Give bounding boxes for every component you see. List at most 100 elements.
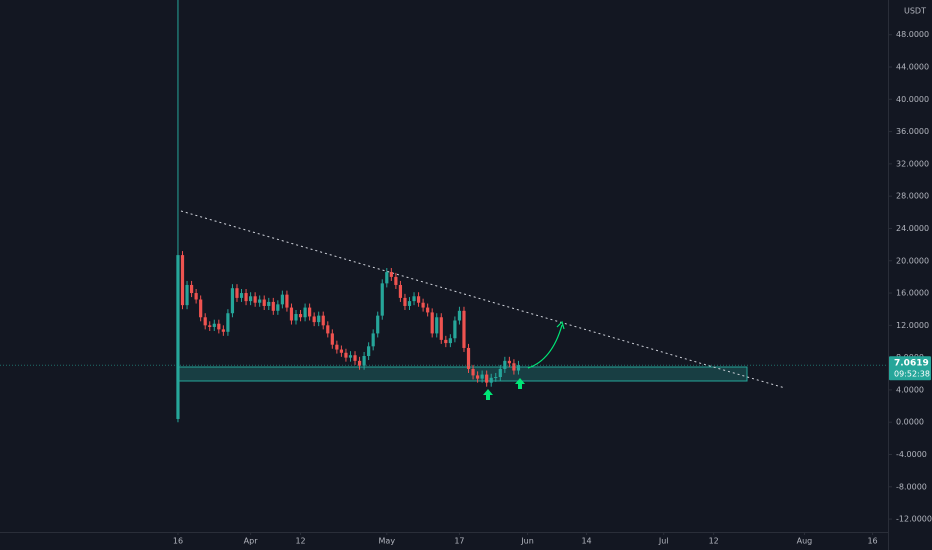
candle-body xyxy=(226,313,230,332)
candle-body xyxy=(294,314,298,321)
candle-body xyxy=(249,296,253,302)
candle-body xyxy=(194,293,198,300)
x-tick-label: 16 xyxy=(173,537,183,546)
candle-body xyxy=(208,325,212,327)
candle-body xyxy=(435,317,439,334)
candle-body xyxy=(430,312,434,334)
candle-body xyxy=(344,352,348,358)
candle-body xyxy=(389,272,393,277)
up-arrow xyxy=(515,378,525,389)
y-tick-label: 44.0000 xyxy=(896,63,929,72)
price-label: 7.0619 xyxy=(894,359,929,369)
candle-body xyxy=(335,344,339,350)
candle-body xyxy=(439,317,443,340)
candle-body xyxy=(312,316,316,323)
support-zone xyxy=(177,366,748,382)
candle-body xyxy=(276,304,280,311)
candle-body xyxy=(180,255,185,306)
candle-body xyxy=(285,294,289,308)
candle-body xyxy=(348,355,353,358)
candle-body xyxy=(380,283,384,316)
y-tick-label: 40.0000 xyxy=(896,95,929,104)
y-tick-label: 28.0000 xyxy=(896,192,929,201)
y-tick-label: 32.0000 xyxy=(896,159,929,168)
x-tick-label: Jul xyxy=(658,537,669,546)
candle-body xyxy=(507,360,511,364)
candle-body xyxy=(230,288,235,314)
candle-body xyxy=(416,296,421,303)
trend-line xyxy=(180,210,786,389)
candle-body xyxy=(298,314,303,318)
y-tick-label: 4.0000 xyxy=(896,385,924,394)
candle-body xyxy=(426,307,430,313)
candle-body xyxy=(385,272,389,284)
candle-body xyxy=(421,302,425,308)
candle-body xyxy=(357,360,362,366)
candle-body xyxy=(239,293,244,298)
candle-body xyxy=(367,346,371,357)
x-tick-label: 17 xyxy=(454,537,464,546)
x-tick-label: May xyxy=(379,537,396,546)
candle-body xyxy=(489,377,493,383)
candle-body xyxy=(457,310,462,321)
candle-body xyxy=(462,310,466,348)
candle-body xyxy=(280,294,284,305)
candle-body xyxy=(203,317,207,326)
candle-body xyxy=(326,325,330,334)
candle-body xyxy=(258,299,262,303)
up-arrow xyxy=(483,389,493,400)
candle-body xyxy=(498,368,502,378)
candle-body xyxy=(412,296,416,302)
candle-body xyxy=(253,296,257,303)
candle-body xyxy=(516,365,521,371)
y-tick-label: 20.0000 xyxy=(896,256,929,265)
candle-body xyxy=(371,333,375,347)
candle-body xyxy=(376,315,380,334)
y-tick-label: -4.0000 xyxy=(896,450,927,459)
candle-body xyxy=(330,333,334,345)
candle-body xyxy=(308,307,312,317)
candle-body xyxy=(317,315,321,323)
x-tick-label: 16 xyxy=(867,537,877,546)
candle-body xyxy=(271,301,275,311)
y-tick-label: 48.0000 xyxy=(896,30,929,39)
y-tick-label: 0.0000 xyxy=(896,418,924,427)
x-tick-label: Aug xyxy=(797,537,813,546)
candle-body xyxy=(494,377,498,379)
candle-body xyxy=(398,284,403,298)
x-tick-label: Jun xyxy=(520,537,534,546)
candle-body xyxy=(235,288,239,298)
candle-body xyxy=(176,255,180,419)
y-tick-label: 12.0000 xyxy=(896,321,929,330)
x-tick-label: 12 xyxy=(709,537,719,546)
candle-body xyxy=(485,374,489,383)
candle-body xyxy=(407,301,412,306)
currency-label: USDT xyxy=(904,7,926,16)
countdown-label: 09:52:38 xyxy=(894,370,930,379)
plot xyxy=(176,0,786,423)
candle-body xyxy=(394,276,398,285)
candle-body xyxy=(362,356,366,366)
candle-body xyxy=(353,355,357,361)
x-tick-label: Apr xyxy=(244,537,259,546)
candle-body xyxy=(303,307,307,318)
candle-body xyxy=(185,284,189,306)
candle-body xyxy=(512,363,516,371)
candle-body xyxy=(212,323,216,327)
candle-body xyxy=(339,349,343,353)
candle-body xyxy=(221,329,225,332)
projection-arrow xyxy=(527,324,563,369)
candle-body xyxy=(471,368,475,376)
candle-body xyxy=(466,347,471,369)
projection-arrow-head xyxy=(556,320,565,330)
candle-body xyxy=(480,374,484,379)
candle-body xyxy=(403,297,407,306)
candle-body xyxy=(199,299,203,318)
y-tick-label: 16.0000 xyxy=(896,289,929,298)
price-label-box xyxy=(889,356,931,381)
candle-body xyxy=(289,307,294,321)
candle-body xyxy=(453,320,457,339)
candle-body xyxy=(444,339,448,344)
